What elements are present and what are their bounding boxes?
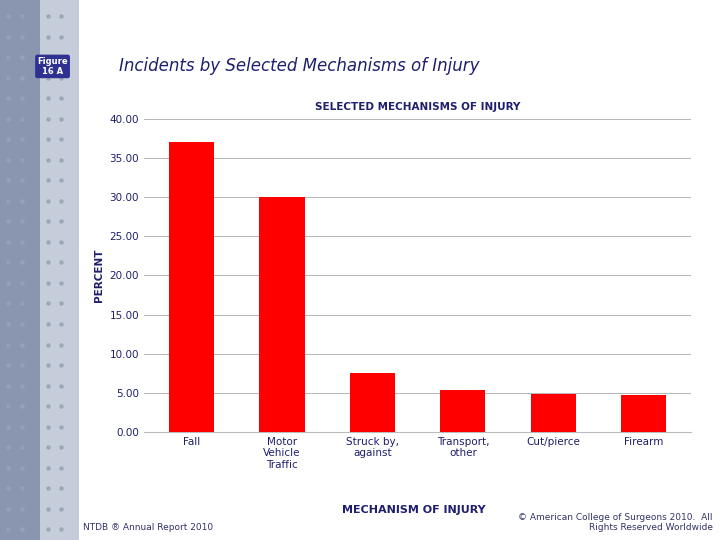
Bar bbox=[621, 395, 666, 432]
Bar bbox=[169, 142, 214, 432]
Text: Figure
16 A: Figure 16 A bbox=[37, 57, 68, 76]
Text: NTDB ® Annual Report 2010: NTDB ® Annual Report 2010 bbox=[83, 523, 213, 532]
Bar bbox=[531, 394, 576, 432]
Bar bbox=[350, 373, 395, 432]
Text: Incidents by Selected Mechanisms of Injury: Incidents by Selected Mechanisms of Inju… bbox=[119, 57, 480, 76]
Text: © American College of Surgeons 2010.  All
Rights Reserved Worldwide: © American College of Surgeons 2010. All… bbox=[518, 512, 713, 532]
Title: SELECTED MECHANISMS OF INJURY: SELECTED MECHANISMS OF INJURY bbox=[315, 103, 521, 112]
Y-axis label: PERCENT: PERCENT bbox=[94, 248, 104, 302]
Bar bbox=[440, 390, 485, 432]
Text: MECHANISM OF INJURY: MECHANISM OF INJURY bbox=[342, 505, 486, 515]
Bar bbox=[259, 197, 305, 432]
